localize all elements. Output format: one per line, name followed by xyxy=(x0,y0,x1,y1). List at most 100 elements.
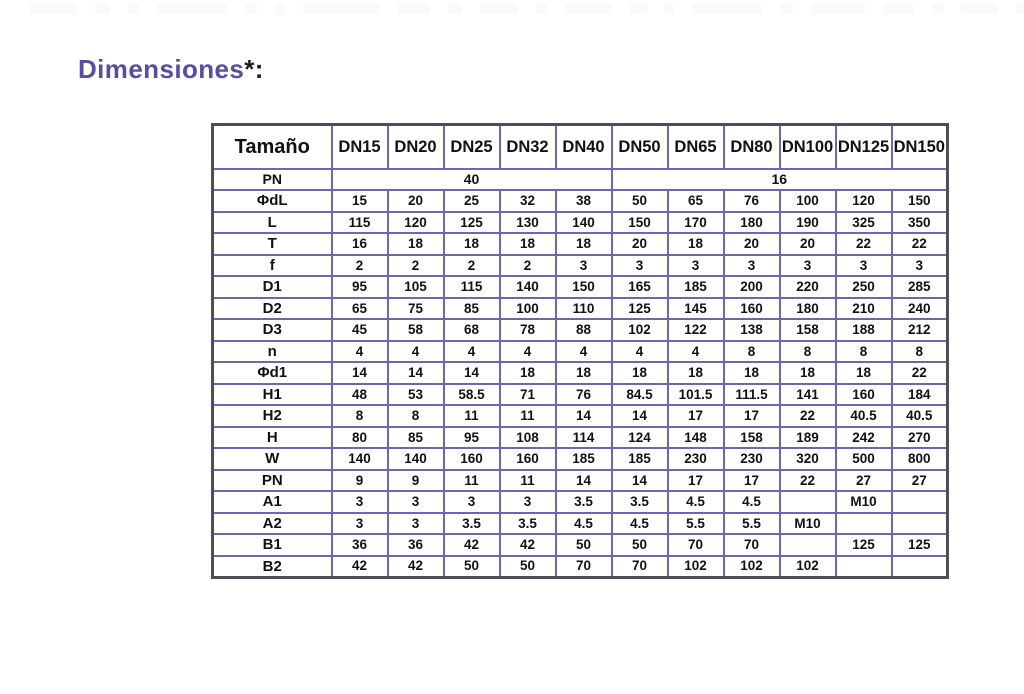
table-row: A2 3 3 3.5 3.5 4.5 4.5 5.5 5.5 M10 xyxy=(211,511,949,535)
cell: 2 xyxy=(386,253,445,277)
cell: 42 xyxy=(330,554,389,578)
cell: 3.5 xyxy=(554,490,613,514)
row-label: L xyxy=(211,210,333,234)
cell: 14 xyxy=(330,361,389,385)
cell: 20 xyxy=(722,232,781,256)
row-label: D2 xyxy=(211,296,333,320)
cell: 800 xyxy=(890,447,949,471)
cell xyxy=(834,554,893,578)
cell xyxy=(834,511,893,535)
cell: 22 xyxy=(890,232,949,256)
cell: 184 xyxy=(890,382,949,406)
cell: 4 xyxy=(554,339,613,363)
cell: 45 xyxy=(330,318,389,342)
cell: 2 xyxy=(330,253,389,277)
cell: 20 xyxy=(778,232,837,256)
cell: 3 xyxy=(386,490,445,514)
cell: 15 xyxy=(330,189,389,213)
cell: 141 xyxy=(778,382,837,406)
cell: 2 xyxy=(498,253,557,277)
cell: 3 xyxy=(778,253,837,277)
cell: 76 xyxy=(722,189,781,213)
cell: 14 xyxy=(554,468,613,492)
cell: 40.5 xyxy=(890,404,949,428)
cell: 102 xyxy=(722,554,781,578)
cell: 18 xyxy=(386,232,445,256)
cell: 3 xyxy=(722,253,781,277)
cell: 5.5 xyxy=(722,511,781,535)
page-title-suffix: *: xyxy=(244,54,264,84)
cell: 22 xyxy=(890,361,949,385)
cell: 18 xyxy=(554,232,613,256)
cell: 4 xyxy=(610,339,669,363)
dn-column-header: DN40 xyxy=(554,123,613,170)
cell: 190 xyxy=(778,210,837,234)
cell: 48 xyxy=(330,382,389,406)
cell: 71 xyxy=(498,382,557,406)
cell: 14 xyxy=(442,361,501,385)
cell: 42 xyxy=(498,533,557,557)
cell: 11 xyxy=(442,404,501,428)
cell: 18 xyxy=(554,361,613,385)
cell: 20 xyxy=(610,232,669,256)
cell: 4.5 xyxy=(666,490,725,514)
cell: 160 xyxy=(722,296,781,320)
cell: 115 xyxy=(442,275,501,299)
cell: 114 xyxy=(554,425,613,449)
cell: 185 xyxy=(666,275,725,299)
cell xyxy=(890,554,949,578)
cell: 242 xyxy=(834,425,893,449)
cell: 120 xyxy=(834,189,893,213)
cell: 3 xyxy=(498,490,557,514)
cell: 11 xyxy=(442,468,501,492)
cell: 4 xyxy=(386,339,445,363)
dn-column-header: DN80 xyxy=(722,123,781,170)
cell: 85 xyxy=(386,425,445,449)
cell: 18 xyxy=(722,361,781,385)
cell: 70 xyxy=(666,533,725,557)
cell: 18 xyxy=(666,361,725,385)
cell: 50 xyxy=(442,554,501,578)
cell: M10 xyxy=(834,490,893,514)
pn-band-row: PN 40 16 xyxy=(211,167,949,191)
cell: 115 xyxy=(330,210,389,234)
row-label: n xyxy=(211,339,333,363)
cell: 76 xyxy=(554,382,613,406)
dn-column-header: DN65 xyxy=(666,123,725,170)
row-label: H xyxy=(211,425,333,449)
table-row: PN 9 9 11 11 14 14 17 17 22 27 27 xyxy=(211,468,949,492)
cell: 25 xyxy=(442,189,501,213)
row-label: PN xyxy=(211,167,333,191)
cell: 130 xyxy=(498,210,557,234)
cell: 125 xyxy=(834,533,893,557)
cell: 108 xyxy=(498,425,557,449)
cell: 22 xyxy=(834,232,893,256)
cell xyxy=(890,490,949,514)
cell: 200 xyxy=(722,275,781,299)
cell: 325 xyxy=(834,210,893,234)
cell: 14 xyxy=(610,468,669,492)
cell: 95 xyxy=(330,275,389,299)
cell: 5.5 xyxy=(666,511,725,535)
cell: 4.5 xyxy=(554,511,613,535)
cell: 138 xyxy=(722,318,781,342)
cell: 95 xyxy=(442,425,501,449)
cell: 212 xyxy=(890,318,949,342)
cell: 125 xyxy=(610,296,669,320)
cell: 36 xyxy=(330,533,389,557)
cell: 50 xyxy=(554,533,613,557)
table-row: D1 95 105 115 140 150 165 185 200 220 250 285 xyxy=(211,275,949,299)
cell: 110 xyxy=(554,296,613,320)
cell: 150 xyxy=(890,189,949,213)
cell: 27 xyxy=(890,468,949,492)
cell: 3.5 xyxy=(442,511,501,535)
cell: 125 xyxy=(890,533,949,557)
cell: 4 xyxy=(330,339,389,363)
cell: 70 xyxy=(722,533,781,557)
cell: 150 xyxy=(554,275,613,299)
row-label: D3 xyxy=(211,318,333,342)
cell: 102 xyxy=(610,318,669,342)
cell: 9 xyxy=(330,468,389,492)
cell: 148 xyxy=(666,425,725,449)
table-row: H1 48 53 58.5 71 76 84.5 101.5 111.5 141 160 184 xyxy=(211,382,949,406)
